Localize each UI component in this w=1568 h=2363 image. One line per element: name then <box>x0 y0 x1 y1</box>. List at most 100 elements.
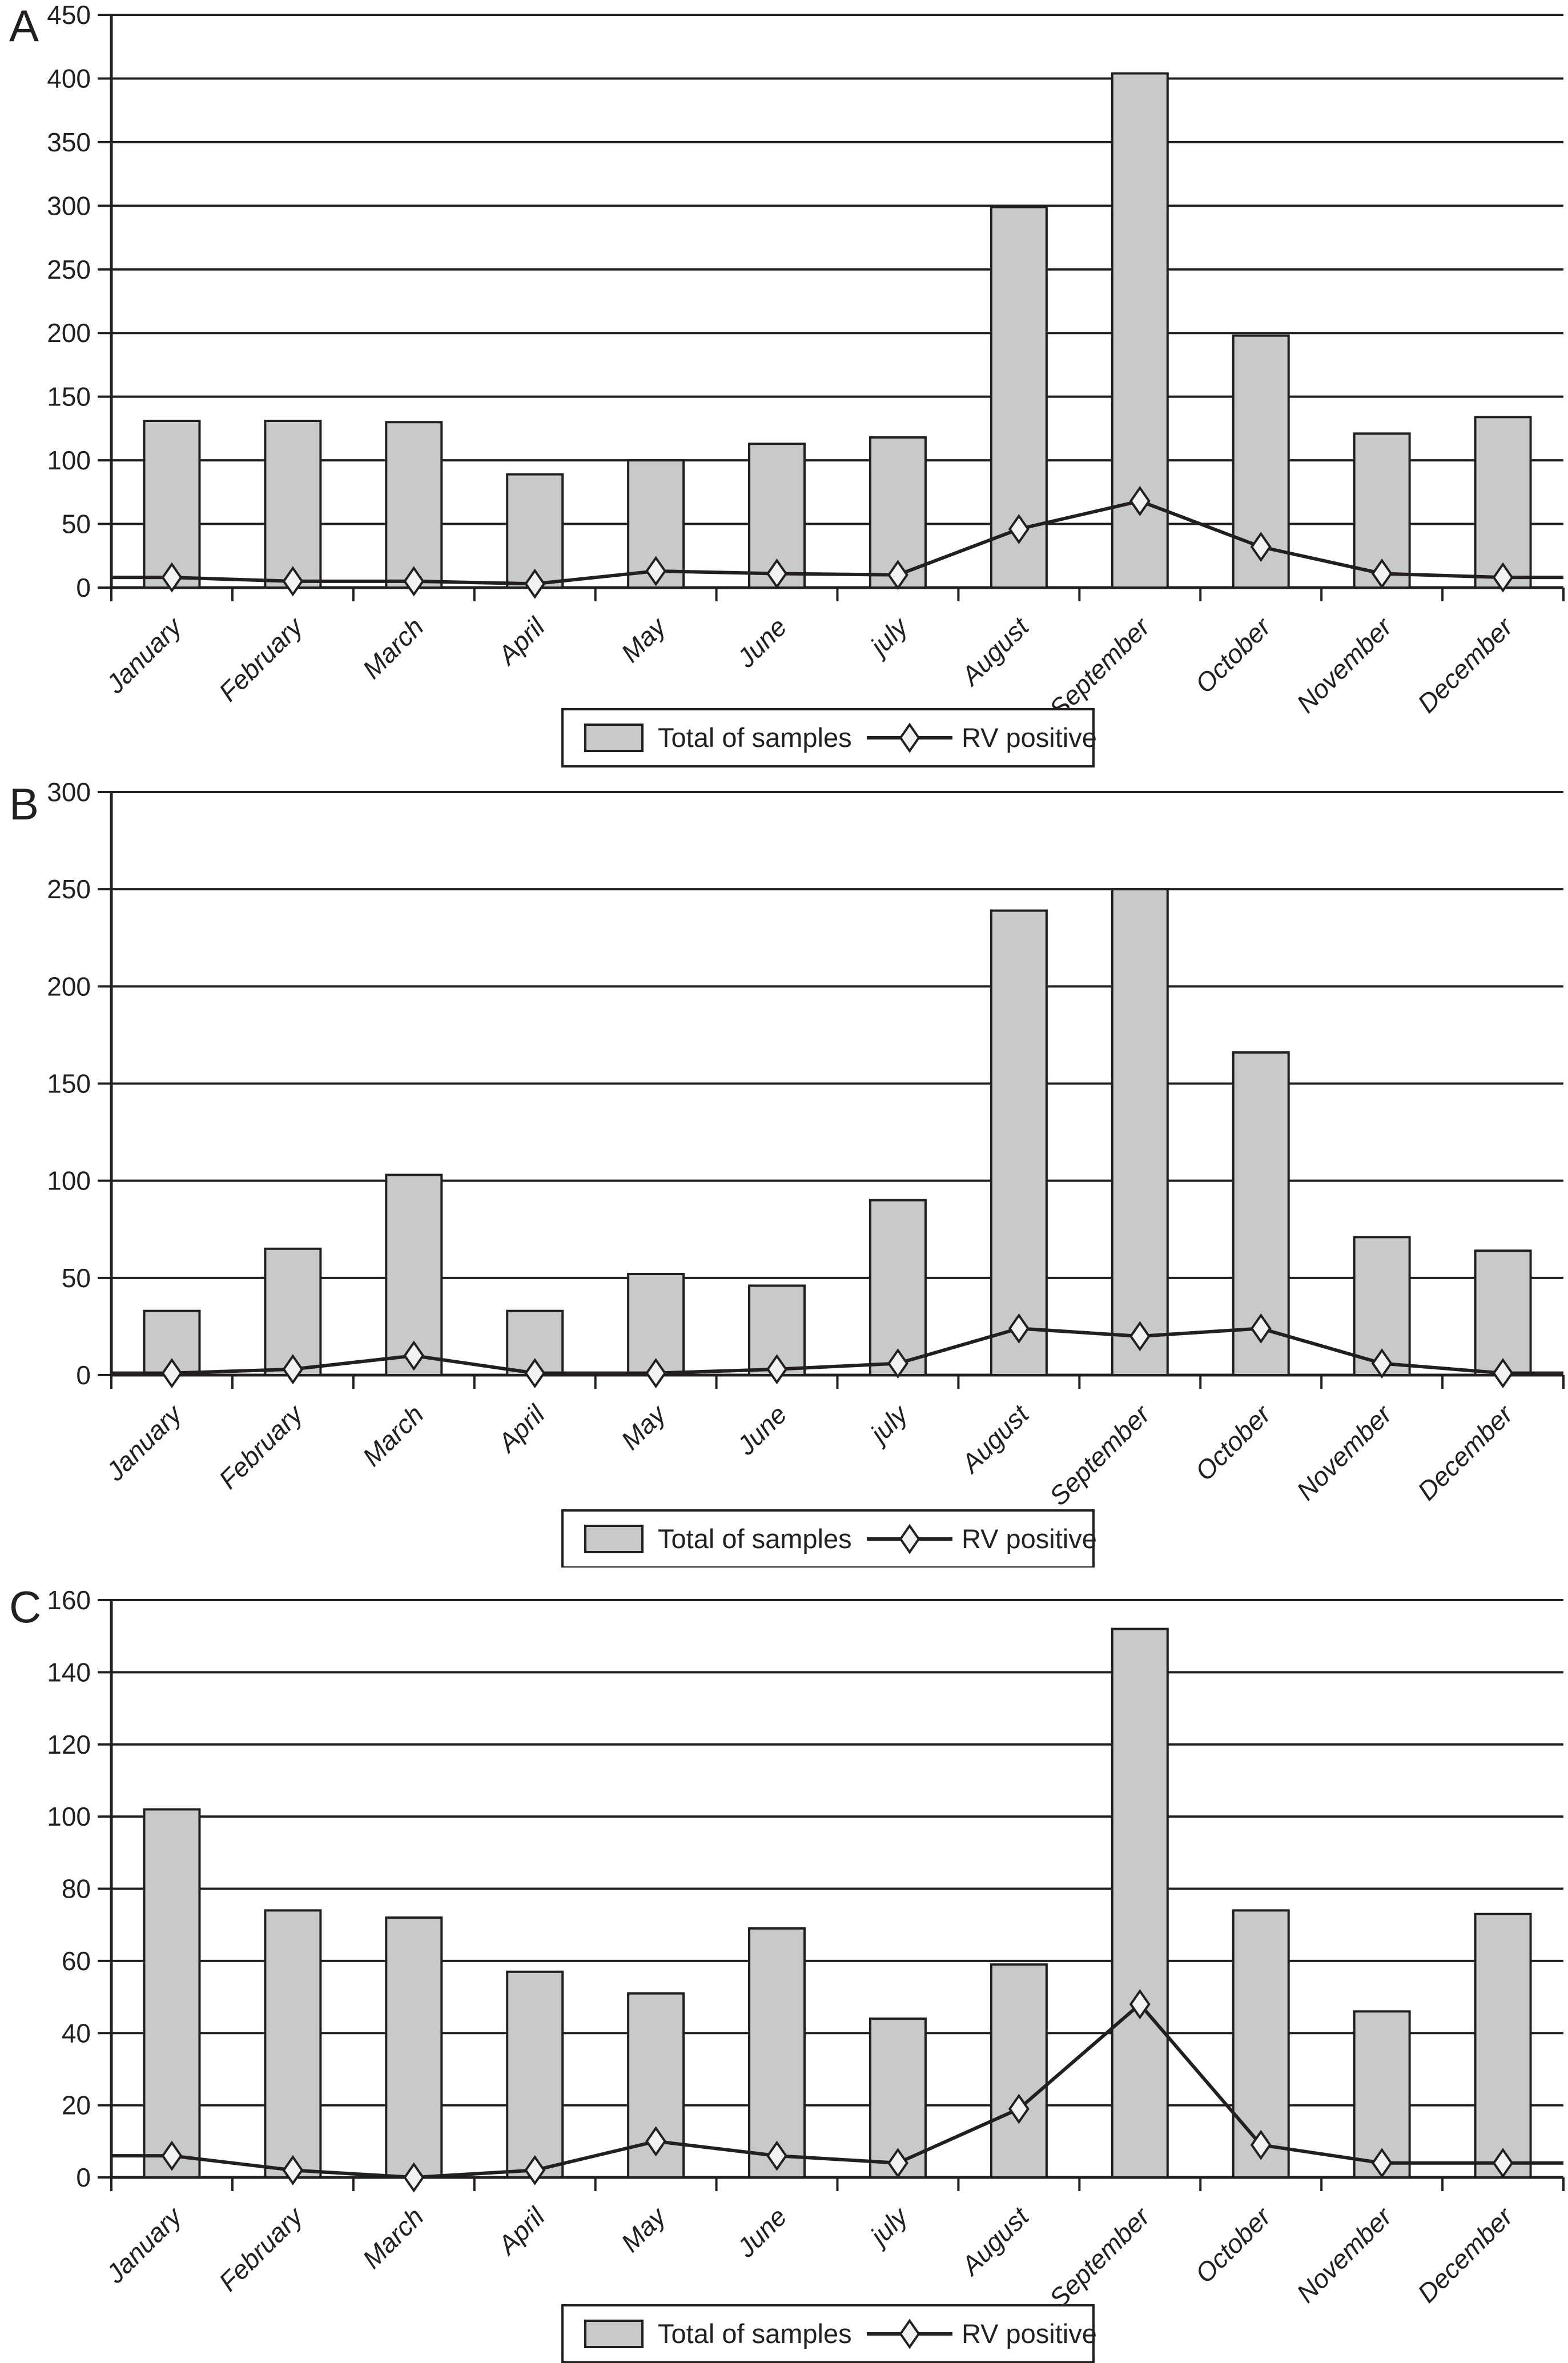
x-label-february: February <box>213 2200 309 2297</box>
x-ticks <box>110 2177 1565 2191</box>
y-tick-label: 20 <box>62 2091 91 2120</box>
chart-b: 0 50 100 150 200 250 300 January February March Ap… <box>47 777 1565 1568</box>
y-tick-label: 120 <box>47 1730 91 1759</box>
y-tick-label: 50 <box>62 1263 91 1293</box>
x-label-october: October <box>1189 2201 1277 2289</box>
panel-b: B 0 50 100 150 200 250 300 January February March… <box>0 774 1568 1568</box>
x-label-january: January <box>100 610 188 699</box>
y-tick-label: 100 <box>47 1166 91 1196</box>
x-label-july: july <box>862 610 915 663</box>
markers-rv-positive <box>161 1313 1514 1389</box>
y-tick-label: 140 <box>47 1657 91 1687</box>
marker-june <box>766 558 787 589</box>
panel-c: C 0 20 40 60 80 100 120 140 160 January February Ma… <box>0 1568 1568 2363</box>
x-label-september: September <box>1043 611 1156 724</box>
marker-january <box>161 1358 183 1389</box>
x-label-march: March <box>357 612 429 684</box>
marker-january <box>161 2140 183 2171</box>
x-label-february: February <box>213 1398 309 1494</box>
x-label-june: June <box>731 2201 793 2263</box>
panel-letter-c: C <box>9 1582 42 1632</box>
bars-total-of-samples <box>143 1627 1532 2179</box>
y-tick-label: 60 <box>62 1946 91 1976</box>
x-label-april: April <box>491 2201 551 2261</box>
marker-july <box>887 1348 908 1379</box>
bar-january <box>143 420 201 589</box>
legend-diamond-icon <box>899 722 920 753</box>
bar-june <box>748 1927 806 2179</box>
x-labels: January February March April May June july Augu… <box>100 2200 1519 2313</box>
x-label-january: January <box>100 2200 188 2289</box>
x-label-november: November <box>1290 2201 1398 2308</box>
bar-december <box>1474 1912 1532 2179</box>
x-label-december: December <box>1412 611 1519 718</box>
marker-august <box>1008 1313 1030 1344</box>
bar-august <box>990 1963 1048 2179</box>
x-label-march: March <box>357 2201 429 2274</box>
bar-december <box>1474 1249 1532 1376</box>
marker-december <box>1492 2148 1514 2179</box>
marker-june <box>766 2140 787 2171</box>
legend-positive-label: RV positive <box>962 1524 1097 1554</box>
marker-august <box>1008 513 1030 544</box>
legend-diamond-icon <box>899 2318 920 2349</box>
x-label-november: November <box>1290 611 1398 718</box>
y-tick-label: 160 <box>47 1585 91 1615</box>
x-label-february: February <box>213 610 309 707</box>
bar-september <box>1111 1627 1169 2179</box>
legend-bar-swatch <box>584 2320 644 2348</box>
bar-december <box>1474 416 1532 589</box>
line-rv-positive <box>111 499 1563 586</box>
x-label-july: july <box>862 1398 915 1450</box>
x-label-march: March <box>357 1399 429 1472</box>
y-tick-label: 150 <box>47 382 91 412</box>
line-rv-positive <box>111 2002 1563 2180</box>
x-label-october: October <box>1189 1398 1277 1486</box>
marker-april <box>524 2155 546 2185</box>
marker-april <box>524 1358 546 1389</box>
marker-march <box>403 566 425 597</box>
marker-august <box>1008 2093 1030 2124</box>
marker-june <box>766 1354 787 1385</box>
x-label-may: May <box>615 610 672 668</box>
marker-may <box>645 2126 667 2157</box>
chart-c: 0 20 40 60 80 100 120 140 160 January February Marc… <box>47 1585 1565 2363</box>
marker-march <box>403 1340 425 1371</box>
marker-december <box>1492 1358 1514 1389</box>
x-label-september: September <box>1043 2201 1156 2313</box>
y-tick-label: 400 <box>47 63 91 93</box>
legend: Total of samples RV positive <box>561 1509 1097 1568</box>
marker-february <box>282 1354 304 1385</box>
gridlines <box>98 14 1563 589</box>
y-tick-label: 250 <box>47 255 91 284</box>
y-tick-label: 100 <box>47 445 91 475</box>
marker-september <box>1129 485 1151 516</box>
y-tick-label: 50 <box>62 509 91 539</box>
marker-december <box>1492 562 1514 593</box>
y-tick-label: 0 <box>76 573 91 602</box>
legend-bar-swatch <box>584 1525 644 1553</box>
bar-august <box>990 909 1048 1376</box>
x-label-april: April <box>491 1398 551 1458</box>
x-label-june: June <box>731 612 793 673</box>
legend-bar-swatch <box>584 724 644 752</box>
marker-july <box>887 2148 908 2179</box>
x-ticks <box>110 1375 1565 1389</box>
marker-november <box>1371 1348 1393 1379</box>
x-label-december: December <box>1412 1398 1519 1506</box>
chart-a: 0 50 100 150 200 250 300 350 400 450 January Februa… <box>47 0 1565 767</box>
y-tick-label: 80 <box>62 1874 91 1904</box>
x-label-january: January <box>100 1398 188 1486</box>
x-label-december: December <box>1412 2201 1519 2308</box>
marker-november <box>1371 558 1393 589</box>
marker-september <box>1129 1321 1151 1352</box>
bar-july <box>869 1199 927 1376</box>
marker-october <box>1250 2129 1272 2160</box>
x-label-october: October <box>1189 611 1277 699</box>
marker-october <box>1250 1313 1272 1344</box>
legend-positive-label: RV positive <box>962 722 1097 753</box>
marker-october <box>1250 532 1272 562</box>
bar-april <box>506 1970 564 2179</box>
marker-may <box>645 1358 667 1389</box>
x-labels: January February March April May June july Augu… <box>100 1398 1519 1511</box>
